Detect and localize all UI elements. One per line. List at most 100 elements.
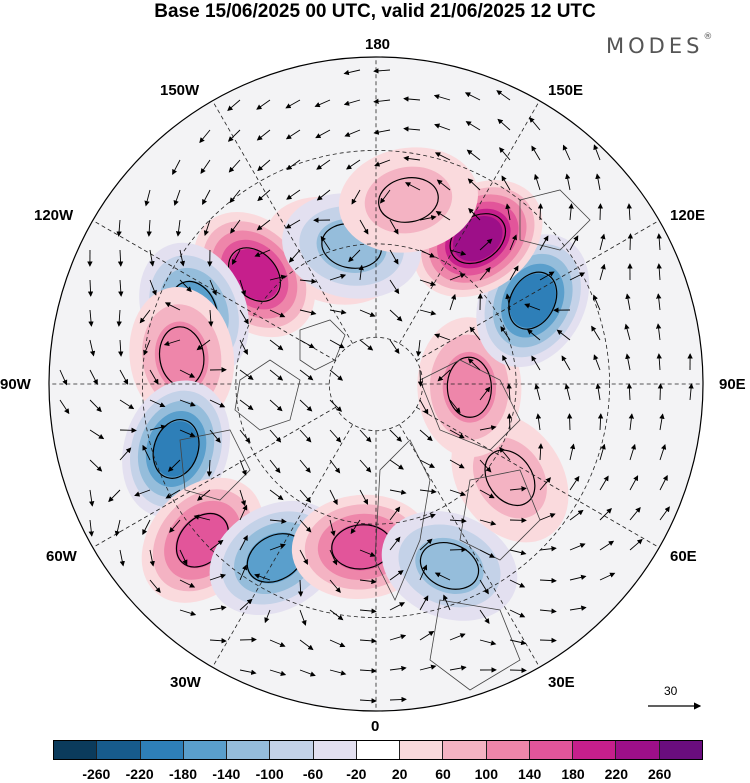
circulation-contour — [419, 542, 480, 590]
wind-arrow — [199, 129, 211, 144]
wind-arrow — [299, 459, 311, 473]
wind-arrow — [116, 219, 122, 237]
wind-arrow — [599, 443, 606, 461]
wind-arrow — [562, 144, 571, 161]
wind-arrow — [599, 508, 612, 521]
wind-arrow — [239, 339, 248, 355]
wind-arrow — [149, 399, 166, 408]
wind-arrow — [329, 639, 346, 648]
meridian-line — [399, 100, 540, 344]
wind-arrow — [419, 488, 437, 495]
colorbar-tick-label: 140 — [517, 766, 542, 782]
wind-arrow — [254, 573, 271, 581]
colorbar-swatch — [443, 741, 487, 759]
wind-arrow — [629, 538, 643, 551]
circulation-contour — [508, 271, 558, 330]
lon-label-90e: 90E — [719, 376, 746, 393]
wind-arrow — [479, 609, 490, 624]
anomaly-contour — [453, 215, 503, 262]
wind-arrow — [373, 129, 391, 135]
wind-arrow — [539, 608, 557, 614]
wind-arrow — [656, 293, 662, 311]
wind-arrow — [628, 413, 635, 431]
wind-arrow — [329, 309, 347, 315]
meridian-line — [92, 407, 336, 548]
wind-arrow — [564, 383, 571, 401]
wind-arrow — [374, 159, 391, 167]
wind-arrow — [625, 293, 631, 311]
wind-arrow — [419, 664, 437, 671]
wind-arrow — [232, 249, 241, 265]
wind-arrow — [299, 399, 313, 412]
wind-arrow — [179, 369, 196, 378]
wind-arrow — [509, 234, 517, 251]
wind-arrow — [269, 274, 287, 281]
wind-arrow — [505, 293, 511, 311]
wind-arrow — [149, 279, 157, 296]
wind-arrow — [119, 399, 135, 410]
wind-arrow — [285, 219, 301, 229]
wind-arrow — [359, 668, 377, 674]
wind-arrow — [288, 249, 301, 263]
wind-arrow — [656, 263, 662, 281]
wind-arrow — [117, 249, 124, 267]
wind-arrow — [257, 189, 271, 202]
wind-arrow — [419, 513, 436, 521]
wind-arrow — [419, 249, 436, 258]
wind-arrow — [569, 574, 587, 581]
colorbar-tick-label: -60 — [302, 766, 324, 782]
wind-arrow — [539, 546, 557, 552]
latitude-circle — [142, 150, 610, 618]
wind-arrow — [625, 353, 631, 371]
wind-arrow — [269, 369, 284, 381]
wind-arrow — [299, 339, 315, 349]
wind-arrow — [627, 233, 634, 251]
colorbar-tick-label: -220 — [125, 766, 154, 782]
meridian-line — [399, 424, 540, 668]
wind-arrow — [437, 369, 451, 382]
wind-arrow — [593, 144, 601, 161]
wind-arrow — [167, 459, 181, 472]
lon-label-30w: 30W — [170, 674, 201, 691]
coastline — [179, 429, 251, 501]
map-border — [48, 56, 704, 712]
wind-arrow — [506, 383, 512, 401]
wind-arrow — [329, 489, 338, 506]
wind-arrow — [329, 429, 342, 443]
wind-arrow — [509, 639, 527, 646]
wind-arrow — [499, 147, 511, 161]
wind-arrow — [656, 233, 662, 251]
wind-arrow — [656, 353, 662, 371]
wind-arrow — [208, 309, 214, 327]
wind-arrow — [329, 273, 347, 281]
wind-arrow — [179, 249, 186, 267]
wind-arrow — [315, 129, 331, 139]
colorbar-swatch — [573, 741, 617, 759]
wind-arrow — [539, 271, 555, 281]
wind-arrow — [197, 489, 211, 501]
wind-arrow — [688, 383, 694, 401]
colorbar-swatch — [227, 741, 271, 759]
wind-arrow — [59, 399, 70, 415]
wind-arrow — [149, 549, 155, 567]
wind-arrow — [149, 369, 159, 385]
wind-arrow — [119, 369, 129, 385]
wind-arrow — [434, 123, 451, 131]
wind-arrow — [419, 564, 428, 581]
wind-arrow — [359, 549, 376, 557]
lon-label-150w: 150W — [160, 82, 200, 99]
wind-arrow — [329, 399, 342, 412]
wind-arrow — [264, 609, 271, 624]
wind-arrow — [350, 519, 361, 535]
wind-arrow — [479, 519, 497, 526]
wind-arrow — [526, 329, 541, 341]
wind-arrow — [655, 323, 662, 341]
wind-arrow — [254, 249, 271, 257]
colorbar-tick-label: 100 — [474, 766, 499, 782]
reference-vector-value: 30 — [664, 684, 678, 698]
wind-arrow — [209, 605, 227, 611]
circulation-contour — [152, 419, 200, 479]
wind-arrow — [389, 219, 399, 235]
wind-arrow — [539, 235, 549, 251]
